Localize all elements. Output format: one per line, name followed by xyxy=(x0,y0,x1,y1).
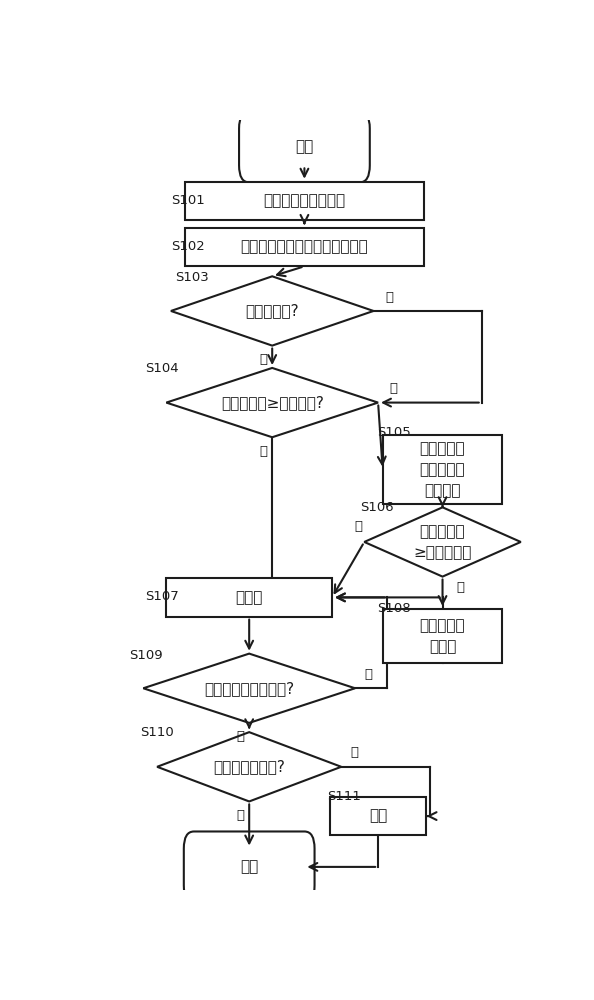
Text: 返回: 返回 xyxy=(240,859,258,874)
Text: 是否产生了热量?: 是否产生了热量? xyxy=(213,759,285,774)
Text: S104: S104 xyxy=(146,362,179,375)
Bar xyxy=(383,609,503,663)
Text: S110: S110 xyxy=(140,726,174,739)
Text: 是否经过了预定期间?: 是否经过了预定期间? xyxy=(204,681,294,696)
Text: 是: 是 xyxy=(354,520,362,533)
Text: 否: 否 xyxy=(390,382,397,395)
Text: 对第一次的燃料喷射量进行计算: 对第一次的燃料喷射量进行计算 xyxy=(241,240,368,255)
Text: 主喷射: 主喷射 xyxy=(235,590,263,605)
Polygon shape xyxy=(143,654,355,723)
Text: 开始: 开始 xyxy=(295,139,314,154)
Text: 否: 否 xyxy=(364,668,372,681)
Bar xyxy=(166,578,332,617)
Text: 是: 是 xyxy=(236,809,244,822)
Text: 气缸内温度
≥预定温度？: 气缸内温度 ≥预定温度？ xyxy=(413,524,472,560)
Text: S111: S111 xyxy=(327,790,361,803)
Text: S103: S103 xyxy=(176,271,209,284)
Polygon shape xyxy=(157,732,341,801)
Text: 是: 是 xyxy=(236,730,244,743)
Text: 是否已点火?: 是否已点火? xyxy=(245,303,299,318)
Text: S107: S107 xyxy=(146,590,179,603)
Text: S102: S102 xyxy=(171,240,205,253)
Text: S105: S105 xyxy=(377,426,411,439)
Bar xyxy=(383,435,503,504)
FancyBboxPatch shape xyxy=(239,112,370,182)
Text: 对第二次的
燃料喷射量
进行计算: 对第二次的 燃料喷射量 进行计算 xyxy=(420,441,465,498)
Text: S106: S106 xyxy=(360,501,393,514)
Text: 过浓空燃比
且点火: 过浓空燃比 且点火 xyxy=(420,618,465,654)
Text: S109: S109 xyxy=(129,649,163,662)
Text: 点火: 点火 xyxy=(369,809,387,824)
Text: 是: 是 xyxy=(259,353,267,366)
Text: 是: 是 xyxy=(259,445,267,458)
Text: 否: 否 xyxy=(456,581,465,594)
Text: 否: 否 xyxy=(385,291,393,304)
Bar xyxy=(185,228,424,266)
Polygon shape xyxy=(171,276,374,346)
Text: S101: S101 xyxy=(171,194,205,207)
Bar xyxy=(185,182,424,220)
Bar xyxy=(330,797,426,835)
FancyBboxPatch shape xyxy=(184,831,315,902)
Polygon shape xyxy=(166,368,378,437)
Text: 气缸内温度≥预定温度?: 气缸内温度≥预定温度? xyxy=(221,395,324,410)
Text: S108: S108 xyxy=(377,602,411,615)
Text: 对要求转矩进行计算: 对要求转矩进行计算 xyxy=(263,193,346,208)
Text: 否: 否 xyxy=(350,746,358,759)
Polygon shape xyxy=(364,507,521,577)
